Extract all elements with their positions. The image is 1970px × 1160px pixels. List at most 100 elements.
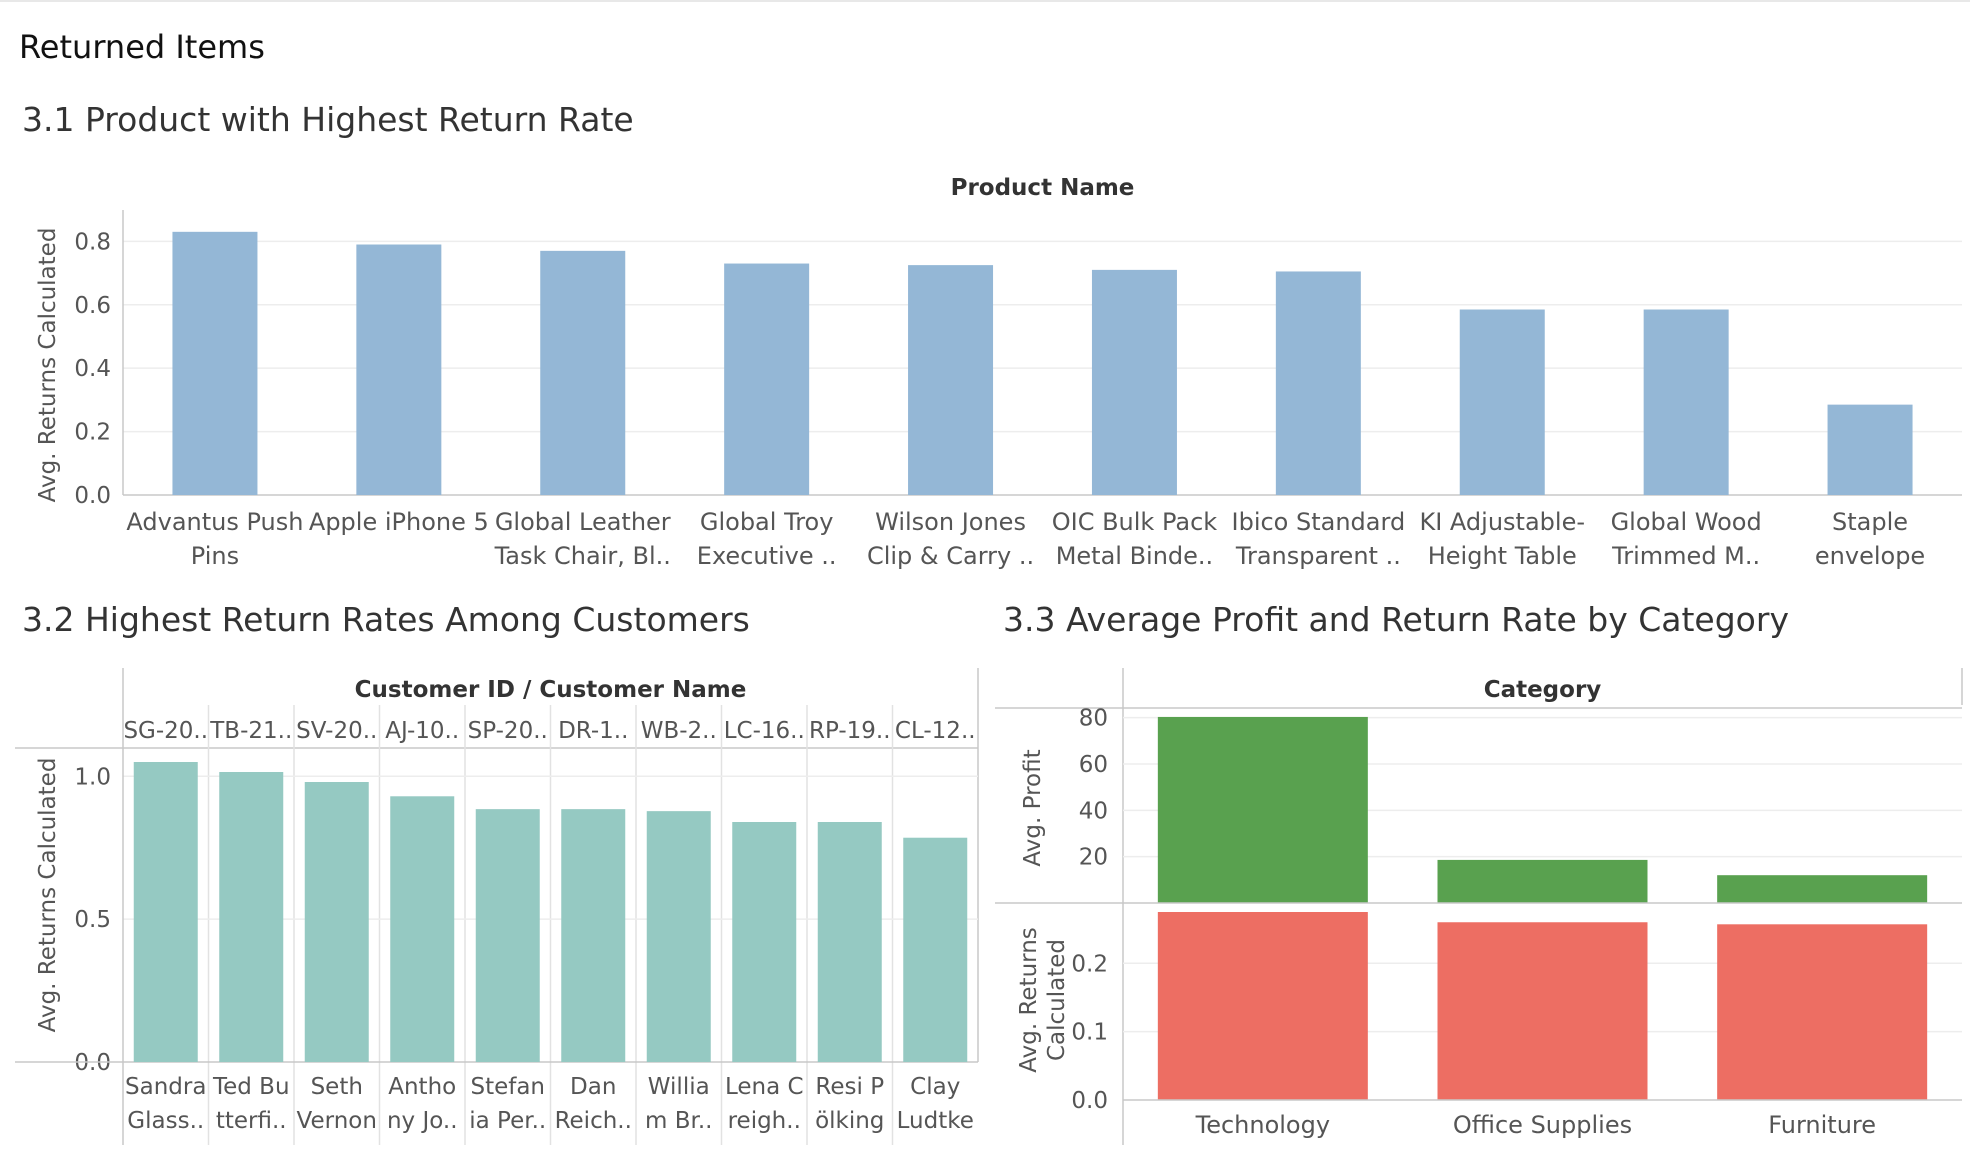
customer-name-label: Glass.. [127,1108,204,1134]
customer-name-label: Seth [311,1074,363,1100]
top-border [0,0,1970,2]
sheet-title-customers: 3.2 Highest Return Rates Among Customers [22,600,750,639]
customer-name-label: Ted Bu [212,1074,290,1100]
customer-name-label: reigh.. [728,1108,801,1134]
profit-bar [1437,859,1648,903]
returns-bar [1437,922,1648,1100]
customer-bar [646,811,711,1062]
y-tick-label: 0.6 [74,293,111,319]
y-axis-title-line: Calculated [1044,939,1070,1061]
y-axis-title: Avg. Returns Calculated [35,228,61,503]
customer-id-label: DR-1.. [558,718,628,744]
product-bar [172,231,258,495]
customer-id-label: AJ-10.. [385,718,459,744]
product-label: Global Leather [495,508,671,536]
customer-id-label: WB-2.. [641,718,717,744]
category-label: Technology [1195,1111,1330,1139]
product-bar [1459,309,1545,495]
customer-bar [732,822,797,1062]
customer-id-label: CL-12.. [895,718,976,744]
category-label: Furniture [1768,1111,1876,1139]
product-label: Executive .. [697,542,837,570]
y-tick-label: 0.0 [1071,1088,1108,1114]
customer-name-label: Stefan [470,1074,545,1100]
product-bar [908,265,994,495]
customer-name-label: Willia [648,1074,710,1100]
product-label: envelope [1815,542,1925,570]
customer-bar [561,809,626,1062]
y-tick-label: 0.8 [74,229,111,255]
customer-name-label: Sandra [125,1074,206,1100]
y-axis-title-line: Avg. Returns [1016,927,1042,1073]
profit-bar [1157,716,1368,903]
y-axis-title: Avg. Returns Calculated [35,758,61,1033]
y-axis-title-returns: Avg. ReturnsCalculated [1016,927,1070,1073]
customer-name-label: Ludtke [897,1108,974,1134]
returns-bar [1157,912,1368,1100]
y-tick-label: 0.2 [74,420,111,446]
y-tick-label: 0.2 [1071,951,1108,977]
product-label: Advantus Push [126,508,303,536]
customer-header: Customer ID / Customer Name [355,677,747,703]
product-label: KI Adjustable- [1419,508,1585,536]
returns-bar [1717,924,1928,1100]
customer-name-label: Lena C [725,1074,804,1100]
y-tick-label: 80 [1079,706,1108,732]
y-tick-label: 0.1 [1071,1020,1108,1046]
customer-name-label: Antho [388,1074,456,1100]
y-tick-label: 20 [1079,845,1108,871]
product-label: Clip & Carry .. [867,542,1034,570]
product-label: Trimmed M.. [1611,542,1760,570]
customer-bar [475,809,540,1062]
customer-id-label: SV-20.. [296,718,377,744]
y-tick-label: 40 [1079,798,1108,824]
y-tick-label: 0.5 [74,907,111,933]
customer-name-label: Dan [570,1074,616,1100]
product-label: OIC Bulk Pack [1052,508,1218,536]
customer-bar [903,837,968,1062]
product-bar [1643,309,1729,495]
product-label: Wilson Jones [875,508,1026,536]
y-tick-label: 1.0 [74,764,111,790]
customer-id-label: SP-20.. [468,718,548,744]
product-bar [1091,269,1177,495]
customer-name-label: m Br.. [645,1108,712,1134]
product-bar [1275,271,1361,495]
y-tick-label: 0.0 [74,1050,111,1076]
product-label: Metal Binde.. [1056,542,1214,570]
customer-bar [219,772,284,1062]
customer-id-label: SG-20.. [123,718,208,744]
customer-id-label: RP-19.. [809,718,891,744]
product-label: Ibico Standard [1232,508,1406,536]
customer-name-label: Resi P [815,1074,884,1100]
product-label: Height Table [1428,542,1577,570]
customer-name-label: ölking [815,1108,884,1134]
y-tick-label: 0.4 [74,356,111,382]
customer-name-label: Clay [910,1074,960,1100]
customer-bar [304,782,369,1062]
y-tick-label: 60 [1079,752,1108,778]
customer-name-label: Vernon [297,1108,377,1134]
product-label: Global Wood [1611,508,1762,536]
customer-id-label: TB-21.. [209,718,292,744]
customer-bar [133,762,198,1062]
customer-name-label: ia Per.. [469,1108,546,1134]
y-axis-title-profit: Avg. Profit [1020,749,1046,866]
product-bar [724,263,810,495]
customer-bar [817,822,882,1062]
profit-bar [1717,875,1928,903]
customer-name-label: ny Jo.. [387,1108,458,1134]
product-label: Apple iPhone 5 [309,508,489,536]
customer-bar [390,796,455,1062]
product-label: Transparent .. [1235,542,1401,570]
sheet-title-product: 3.1 Product with Highest Return Rate [22,100,634,139]
product-label: Staple [1832,508,1908,536]
customer-id-label: LC-16.. [724,718,805,744]
customer-name-label: Reich.. [555,1108,632,1134]
category-header: Category [1484,677,1602,703]
product-label: Global Troy [700,508,834,536]
product-bar [356,244,442,495]
product-header: Product Name [951,175,1135,201]
product-bar [1827,404,1913,495]
